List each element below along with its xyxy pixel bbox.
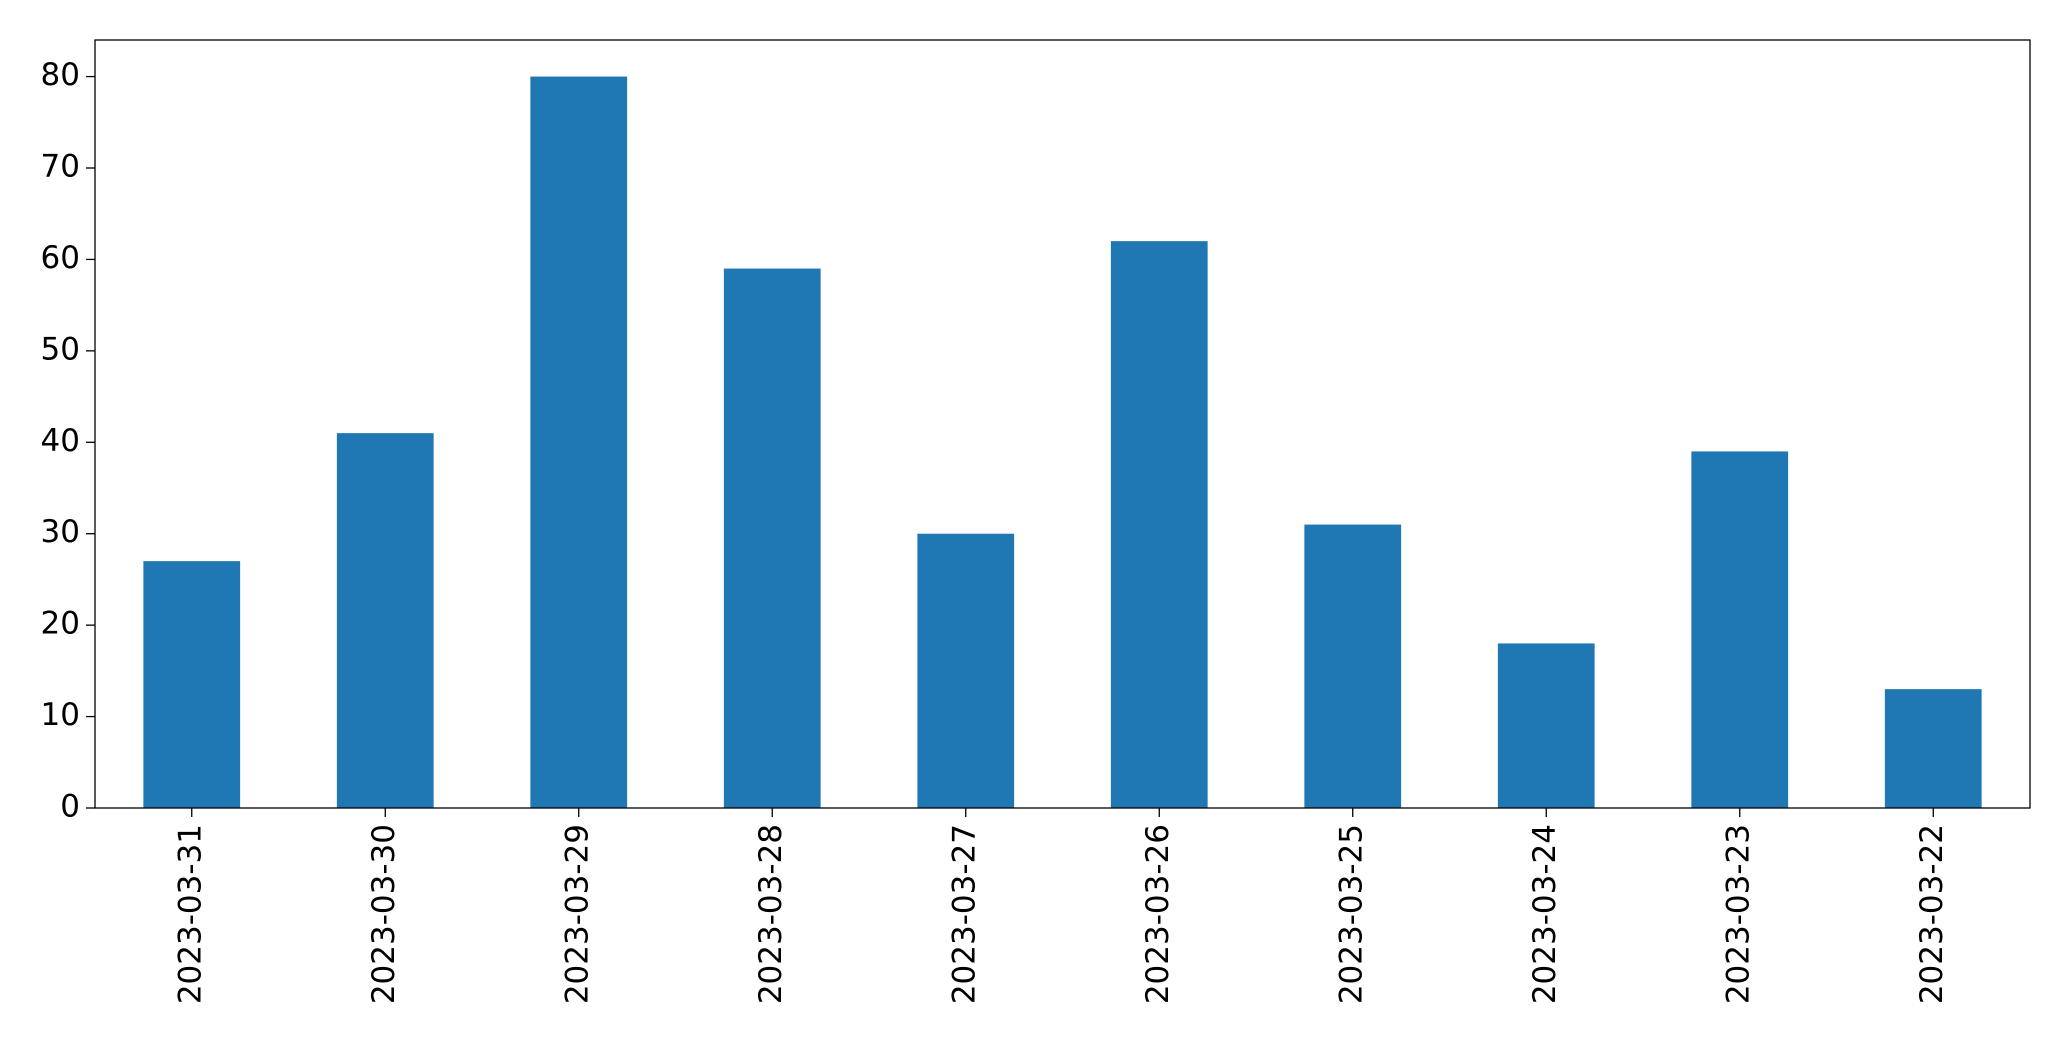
x-tick-label: 2023-03-22 — [1914, 824, 1950, 1004]
bar — [1691, 451, 1789, 808]
x-tick-label: 2023-03-27 — [946, 824, 982, 1004]
y-tick-label: 30 — [41, 514, 80, 550]
y-tick-label: 80 — [41, 57, 80, 93]
x-tick-label: 2023-03-30 — [366, 824, 402, 1004]
x-tick-label: 2023-03-24 — [1527, 824, 1563, 1004]
axes-frame — [94, 39, 2031, 809]
x-tick-label: 2023-03-31 — [172, 824, 208, 1004]
bar — [723, 268, 821, 809]
y-tick-label: 0 — [60, 789, 80, 825]
x-tick-label: 2023-03-26 — [1140, 824, 1176, 1004]
bar — [1884, 689, 1982, 808]
plot-area — [143, 76, 1982, 809]
bar — [336, 433, 434, 808]
y-tick-label: 10 — [41, 697, 80, 733]
bar — [143, 561, 241, 808]
x-tick-label: 2023-03-23 — [1720, 824, 1756, 1004]
y-tick-label: 20 — [41, 606, 80, 642]
x-tick-label: 2023-03-25 — [1333, 824, 1369, 1004]
y-tick-label: 70 — [41, 149, 80, 185]
y-tick-label: 50 — [41, 331, 80, 367]
x-tick-label: 2023-03-29 — [559, 824, 595, 1004]
y-tick-label: 60 — [41, 240, 80, 276]
bar — [1110, 241, 1208, 809]
y-tick-label: 40 — [41, 423, 80, 459]
bar — [917, 533, 1015, 808]
bar — [1304, 524, 1402, 808]
bar — [1497, 643, 1595, 808]
bar — [530, 76, 628, 809]
x-tick-label: 2023-03-28 — [753, 824, 789, 1004]
